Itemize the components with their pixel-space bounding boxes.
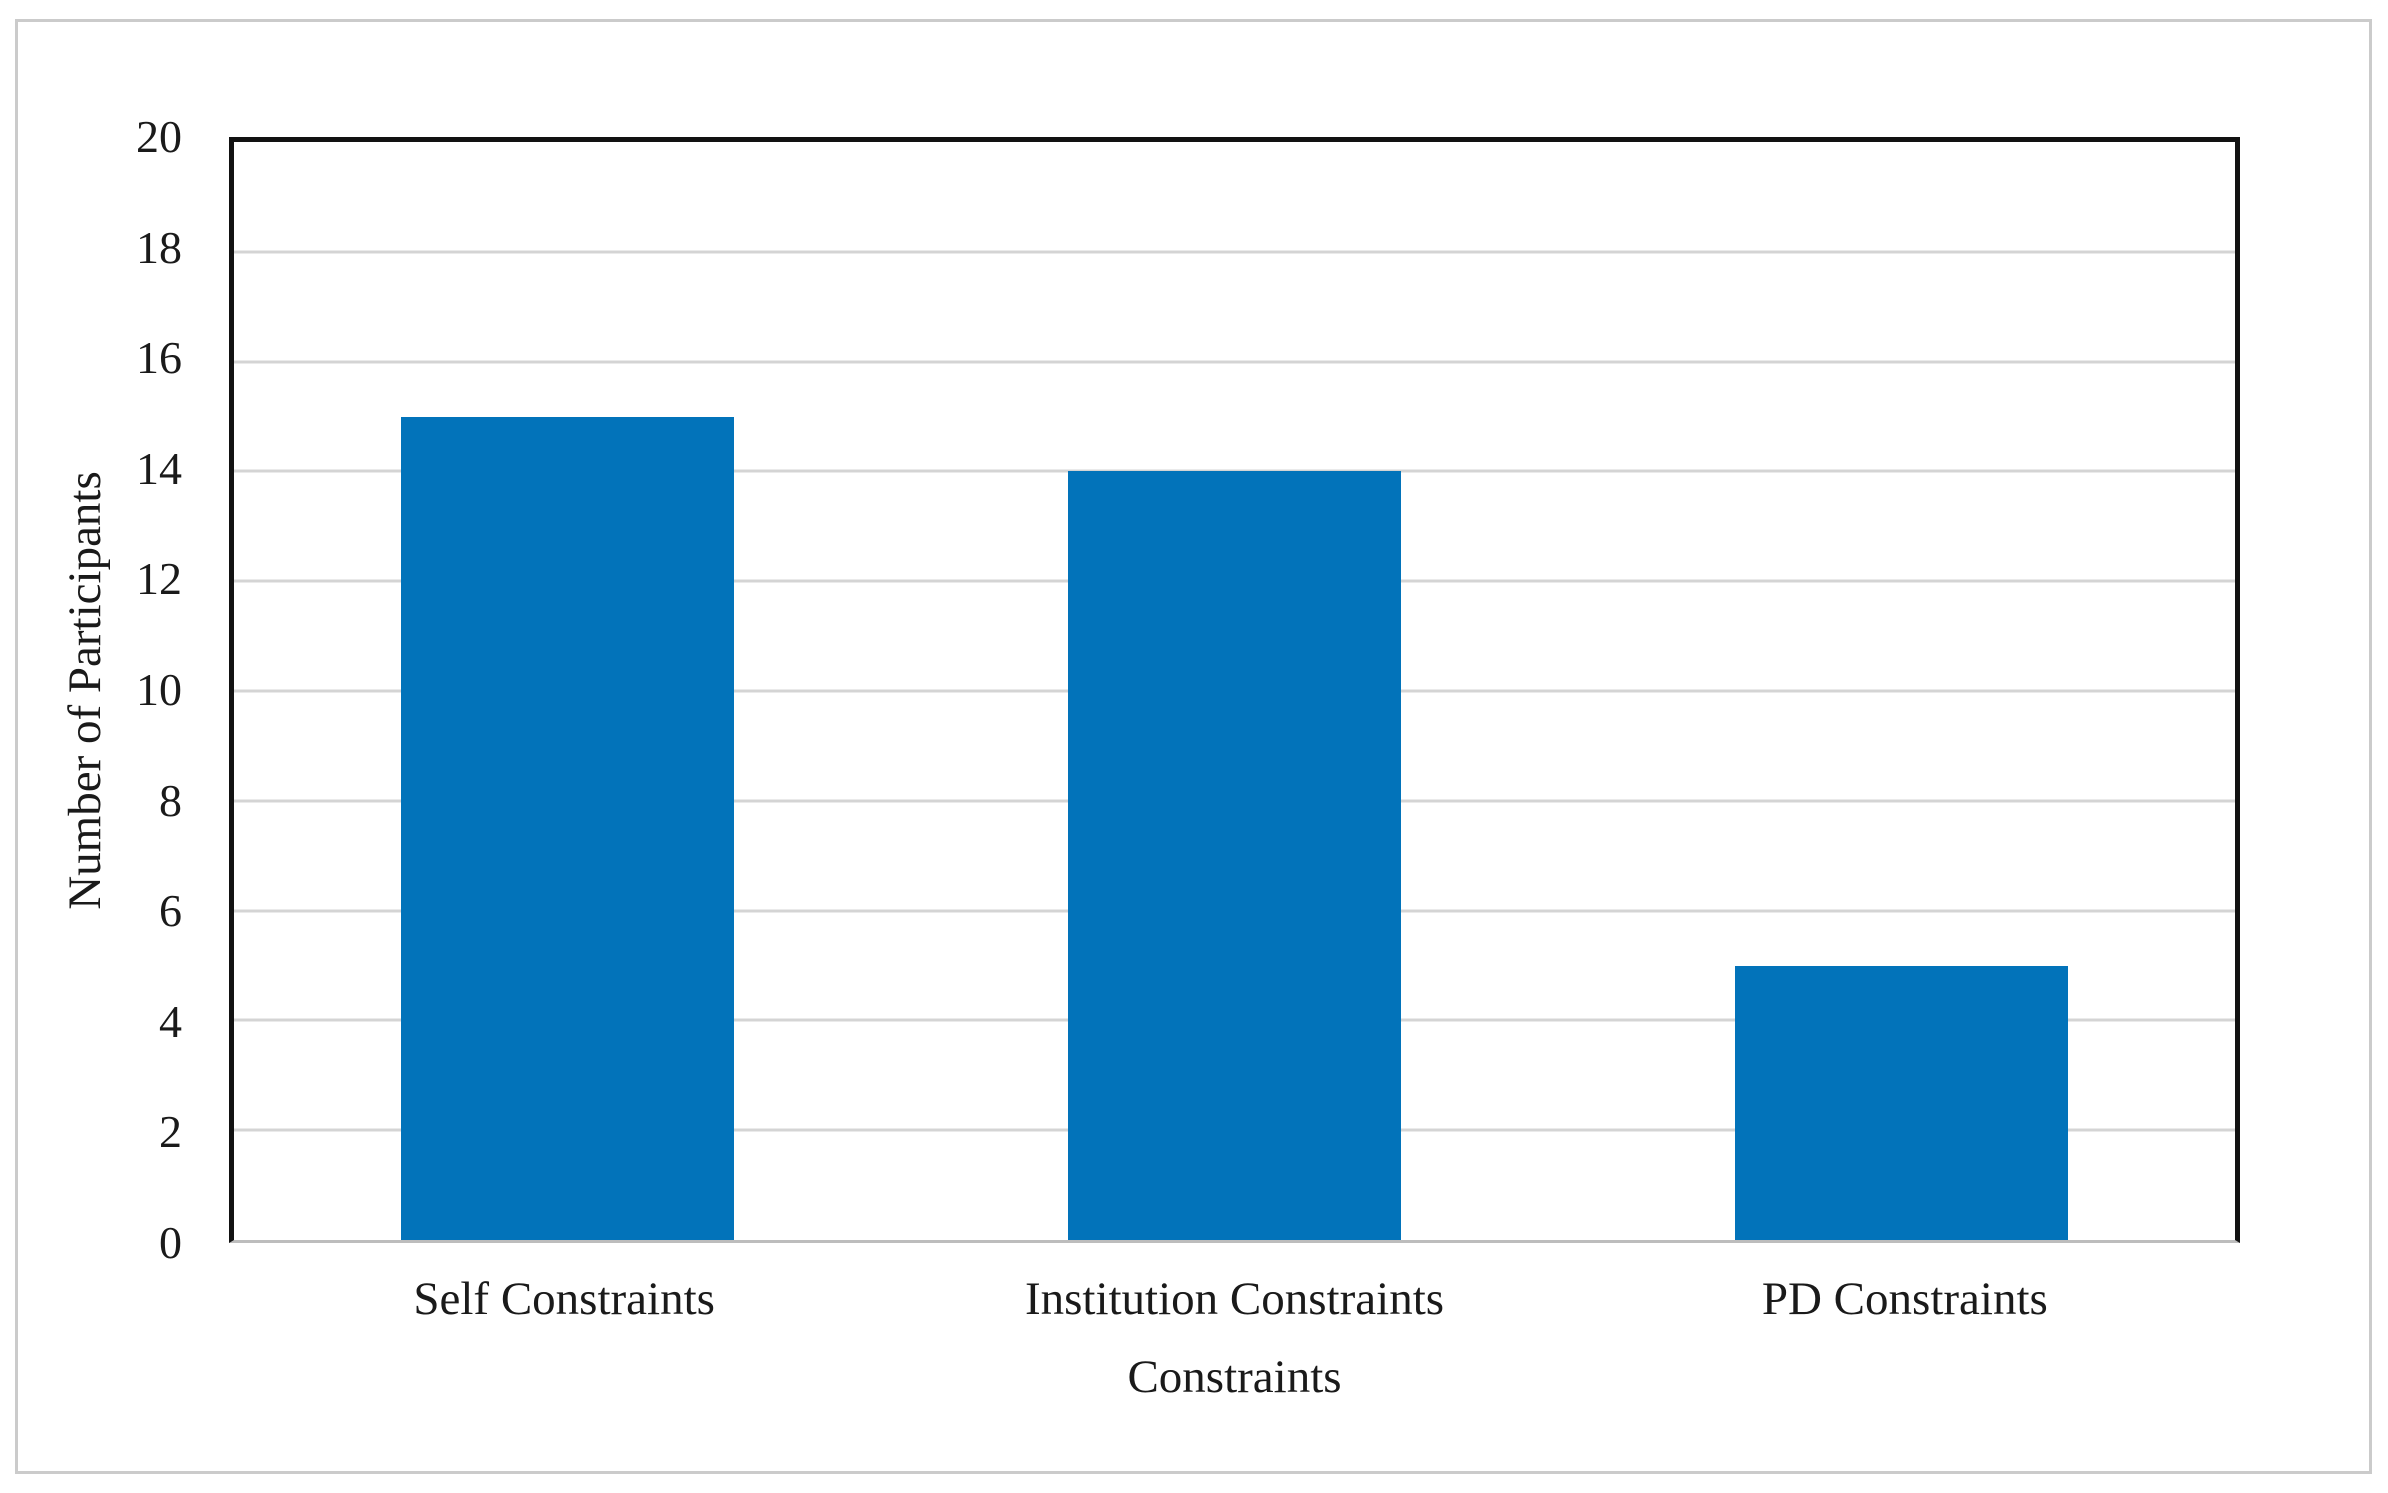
- y-tick-label: 2: [159, 1106, 182, 1158]
- gridline: [234, 250, 2235, 254]
- bar-slot: [901, 142, 1568, 1240]
- bar-2: [1067, 471, 1402, 1240]
- y-tick-label: 0: [159, 1217, 182, 1268]
- x-category-label: Self Constraints: [413, 1273, 715, 1325]
- x-category-label: PD Constraints: [1761, 1273, 2048, 1325]
- gridline: [234, 360, 2235, 364]
- y-tick-label: 12: [136, 553, 182, 605]
- plot-area: [229, 137, 2240, 1243]
- y-tick-label: 14: [136, 442, 182, 494]
- y-tick-label: 10: [136, 664, 182, 715]
- y-tick-label: 6: [159, 885, 182, 937]
- y-tick-label: 16: [136, 332, 182, 384]
- x-category-labels: Self Constraints Institution Constraints P…: [229, 1273, 2240, 1326]
- bar-3: [1734, 965, 2069, 1240]
- bars: [234, 142, 2235, 1240]
- x-category-label: Institution Constraints: [1024, 1273, 1445, 1325]
- y-tick-label: 8: [159, 774, 182, 826]
- y-tick-label: 4: [159, 995, 182, 1047]
- y-axis-tick-labels: 0 2 4 6 8 10 12 14 16 18 20: [0, 114, 182, 1266]
- bar-slot: [234, 142, 901, 1240]
- bar-slot: [1568, 142, 2235, 1240]
- y-tick-label: 20: [136, 111, 182, 162]
- x-axis-title: Constraints: [1127, 1351, 1342, 1403]
- y-tick-label: 18: [136, 221, 182, 273]
- bar-1: [400, 416, 735, 1240]
